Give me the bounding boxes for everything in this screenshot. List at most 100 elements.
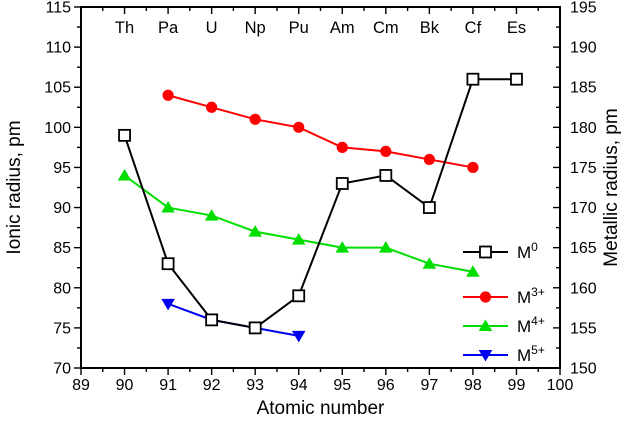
x-tick-label: 90 [116,377,134,394]
legend-label-M4+: M4+ [517,314,545,336]
x-tick-label: 96 [377,377,395,394]
marker-M4+ [204,209,219,221]
legend: M0 M3+ M4+ M5+ [463,240,545,365]
marker-M0 [335,177,349,190]
series-line-M0 [123,78,517,329]
legend-label-M3+: M3+ [517,285,545,307]
legend-entry-M4+: M4+ [463,314,545,336]
legend-marker-M3+ [479,291,492,303]
marker-M3+ [336,141,348,153]
marker-M5+ [291,330,306,343]
y-left-tick-label: 80 [53,280,71,297]
marker-M0 [205,313,219,327]
series-line-M5+ [167,302,299,337]
marker-M0 [118,128,131,142]
y-left-tick-label: 95 [53,160,71,177]
x-axis-bottom: 89 90 91 92 93 94 95 96 97 98 99 100 Atomic number [72,368,573,419]
y-right-tick-label: 190 [570,40,597,57]
series-line-M3+ [167,94,474,169]
marker-M4+ [335,241,350,253]
x-tick-label: 98 [464,377,482,394]
series-M0 [118,72,523,335]
series-M3+ [162,89,479,174]
marker-M5+ [161,298,175,311]
element-label: Cm [373,19,399,37]
element-label: Es [507,19,526,37]
element-label: Cf [465,19,482,37]
x-axis-title: Atomic number [257,398,385,419]
x-tick-label: 94 [290,377,308,394]
y-axis-left: 70 75 80 85 90 95 100 105 110 115 Ionic radius, pm [4,0,81,378]
y-left-tick-label: 110 [45,40,71,57]
y-right-tick-label: 180 [570,120,597,137]
element-label: U [206,19,218,37]
x-tick-label: 92 [203,377,221,394]
marker-M4+ [248,225,262,237]
marker-M0 [292,289,306,303]
marker-M3+ [293,121,305,133]
x-tick-label: 100 [547,377,574,394]
marker-M0 [161,257,175,271]
x-tick-label: 99 [508,377,526,394]
y-right-axis-title: Metallic radius, pm [601,108,622,266]
marker-M0 [466,72,480,86]
marker-M0 [510,72,523,86]
legend-entry-M3+: M3+ [463,285,545,307]
y-right-tick-label: 150 [570,361,597,378]
marker-M3+ [249,113,261,125]
y-left-tick-label: 70 [53,361,71,378]
legend-marker-M0 [479,245,492,259]
marker-M0 [248,321,262,335]
y-right-tick-label: 170 [570,200,597,217]
y-right-tick-label: 160 [570,280,597,297]
marker-M3+ [206,101,218,113]
x-tick-label: 91 [159,377,177,394]
x-axis-top: Th Pa U Np Pu Am Cm Bk Cf Es [80,7,561,37]
x-tick-label: 93 [246,377,264,394]
marker-M4+ [379,241,393,253]
legend-marker-M4+ [478,319,493,331]
marker-M4+ [291,233,306,245]
element-label: Am [330,19,355,37]
legend-marker-M5+ [478,350,493,362]
y-left-tick-label: 100 [44,120,71,137]
legend-entry-M5+: M5+ [463,343,545,365]
y-left-axis-title: Ionic radius, pm [4,120,25,254]
y-right-tick-label: 195 [570,0,597,17]
y-right-tick-label: 175 [570,160,597,177]
marker-M4+ [422,257,437,269]
y-left-tick-label: 90 [53,200,71,217]
marker-M0 [379,169,393,182]
marker-M0 [422,201,436,214]
marker-M4+ [117,168,132,181]
element-label: Bk [420,19,440,37]
y-axis-right: 150 155 160 165 170 175 180 185 190 195 Metallic r… [553,0,622,378]
x-tick-label: 97 [420,377,438,394]
x-tick-label: 95 [333,377,351,394]
y-right-tick-label: 165 [570,240,597,257]
series-M4+ [117,168,480,277]
element-label: Th [115,19,134,37]
element-label: Pa [158,19,179,37]
y-left-tick-label: 75 [53,320,71,337]
element-label: Np [245,19,266,37]
series-line-M4+ [123,174,474,273]
x-tick-label: 89 [72,377,90,394]
marker-M3+ [380,145,392,157]
marker-M3+ [162,89,174,101]
legend-label-M0: M0 [517,240,538,262]
marker-M4+ [466,265,480,277]
y-left-tick-label: 115 [45,0,71,17]
series-M5+ [161,298,306,343]
marker-M4+ [161,201,175,213]
y-left-tick-label: 85 [53,240,71,257]
legend-entry-M0: M0 [463,240,538,262]
marker-M3+ [467,161,479,174]
element-label: Pu [289,19,309,37]
legend-label-M5+: M5+ [517,343,545,365]
y-right-tick-label: 185 [570,80,597,97]
y-left-tick-label: 105 [44,80,71,97]
plot-frame [80,6,561,369]
